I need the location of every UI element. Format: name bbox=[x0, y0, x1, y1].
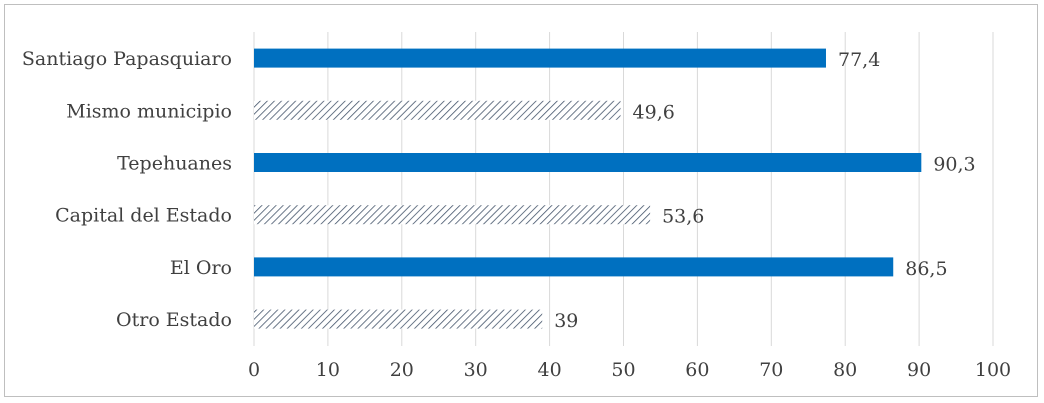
labels: 0 10 20 30 40 50 60 70 80 90 100 Santiago Papasquia… bbox=[22, 48, 1011, 381]
x-tick-label: 70 bbox=[759, 359, 783, 381]
category-label: Capital del Estado bbox=[55, 205, 232, 227]
bar bbox=[254, 257, 894, 277]
grid-lines bbox=[253, 32, 994, 346]
bar bbox=[254, 309, 543, 329]
category-label: Tepehuanes bbox=[117, 153, 232, 175]
bars bbox=[254, 48, 922, 329]
x-tick-label: 50 bbox=[611, 359, 635, 381]
bar bbox=[254, 48, 826, 68]
x-tick-label: 100 bbox=[975, 359, 1011, 381]
bar bbox=[254, 153, 922, 172]
x-tick-label: 0 bbox=[248, 359, 260, 381]
x-tick-label: 90 bbox=[907, 359, 931, 381]
category-label: Mismo municipio bbox=[66, 100, 232, 122]
x-tick-label: 30 bbox=[464, 359, 488, 381]
chart-frame bbox=[4, 4, 1038, 397]
bar bbox=[254, 100, 621, 120]
category-label: El Oro bbox=[170, 257, 232, 279]
data-label: 39 bbox=[554, 310, 578, 332]
x-tick-label: 20 bbox=[390, 359, 414, 381]
data-label: 77,4 bbox=[838, 49, 880, 71]
data-label: 53,6 bbox=[662, 206, 704, 228]
x-tick-label: 40 bbox=[538, 359, 562, 381]
x-tick-label: 60 bbox=[685, 359, 709, 381]
data-label: 86,5 bbox=[905, 258, 947, 280]
data-label: 90,3 bbox=[933, 154, 975, 176]
bar bbox=[254, 205, 651, 225]
category-label: Santiago Papasquiaro bbox=[22, 48, 232, 70]
data-label: 49,6 bbox=[633, 101, 675, 123]
x-tick-label: 10 bbox=[316, 359, 340, 381]
x-tick-label: 80 bbox=[833, 359, 857, 381]
category-label: Otro Estado bbox=[116, 309, 232, 331]
